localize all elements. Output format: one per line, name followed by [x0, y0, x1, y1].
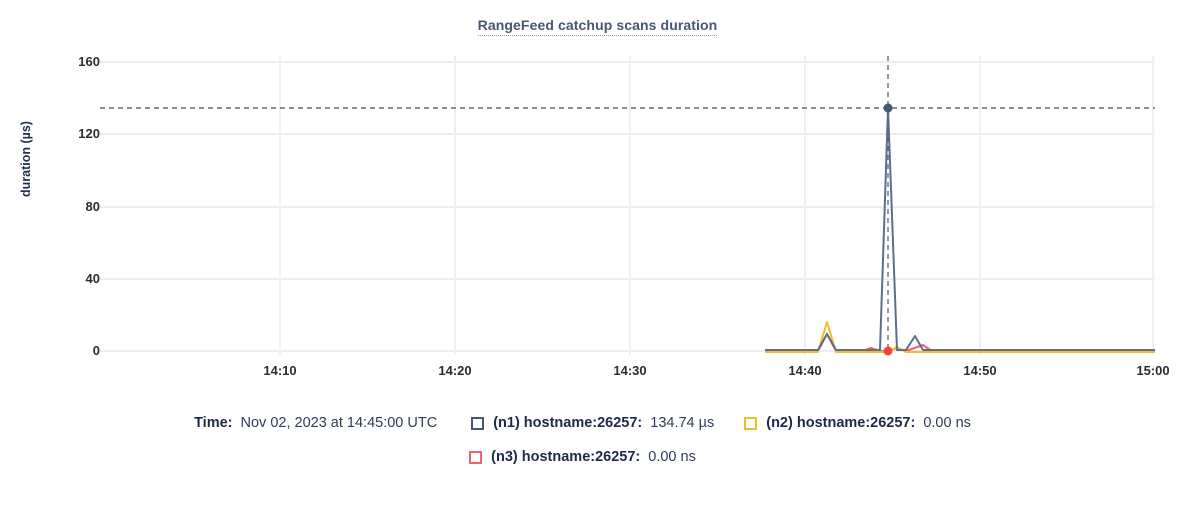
legend-time-label: Time:: [194, 415, 233, 431]
legend-value-n2: 0.00 ns: [923, 415, 971, 431]
crosshair: [100, 56, 1155, 355]
legend-label-n1: (n1) hostname:26257:: [493, 415, 643, 431]
legend-row-primary: Time: Nov 02, 2023 at 14:45:00 UTC (n1) …: [0, 408, 1195, 438]
chart-legend: Time: Nov 02, 2023 at 14:45:00 UTC (n1) …: [0, 408, 1195, 472]
chart-svg: [100, 56, 1155, 356]
x-tick-label-1410: 14:10: [263, 363, 297, 378]
legend-label-n2: (n2) hostname:26257:: [766, 415, 916, 431]
highlight-point-n1: [883, 103, 893, 113]
legend-swatch-icon-n1: [471, 416, 485, 430]
legend-value-n1: 134.74 µs: [650, 415, 715, 431]
x-tick-label-1500: 15:00: [1136, 363, 1170, 378]
series-line-n1: [765, 107, 1155, 351]
vertical-gridlines: [279, 56, 1154, 355]
x-tick-label-1420: 14:20: [438, 363, 472, 378]
x-tick-label-1430: 14:30: [613, 363, 647, 378]
y-tick-label-160: 160: [78, 54, 100, 69]
chart-title: RangeFeed catchup scans duration: [0, 17, 1195, 36]
y-tick-label-0: 0: [92, 343, 100, 358]
horizontal-gridlines: [100, 61, 1155, 352]
series-line-n2: [765, 321, 1155, 353]
legend-swatch-icon-n2: [744, 416, 758, 430]
y-tick-label-80: 80: [85, 199, 100, 214]
legend-time: Time: Nov 02, 2023 at 14:45:00 UTC: [194, 408, 437, 438]
legend-item-n1[interactable]: (n1) hostname:26257: 134.74 µs: [471, 408, 714, 438]
legend-label-n3: (n3) hostname:26257:: [491, 449, 641, 465]
y-tick-label-120: 120: [78, 126, 100, 141]
plot-area: duration (µs) 160 120 80 40 0 14:10 14:2…: [19, 54, 1170, 378]
legend-swatch-icon-n3: [469, 450, 483, 464]
x-tick-label-1450: 14:50: [963, 363, 997, 378]
legend-time-value: Nov 02, 2023 at 14:45:00 UTC: [240, 415, 438, 431]
legend-value-n3: 0.00 ns: [648, 449, 696, 465]
legend-row-secondary: (n3) hostname:26257: 0.00 ns: [0, 442, 1195, 472]
x-tick-label-1440: 14:40: [788, 363, 822, 378]
highlight-point-n3: [883, 346, 893, 356]
legend-item-n2[interactable]: (n2) hostname:26257: 0.00 ns: [744, 408, 971, 438]
legend-item-n3[interactable]: (n3) hostname:26257: 0.00 ns: [469, 442, 696, 472]
chart-title-text: RangeFeed catchup scans duration: [477, 17, 718, 36]
y-axis-title: duration (µs): [19, 121, 33, 197]
y-tick-label-40: 40: [85, 271, 100, 286]
